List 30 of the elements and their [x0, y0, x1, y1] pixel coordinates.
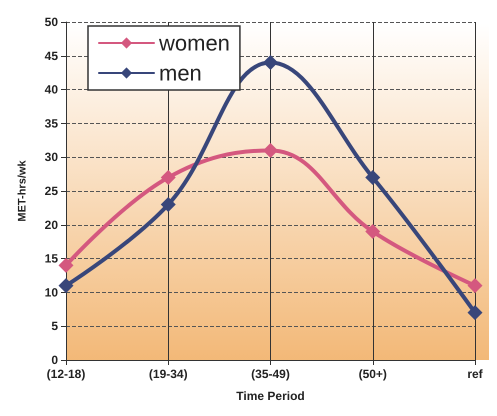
- x-tick-label: (50+): [358, 367, 387, 381]
- y-tick-label: 0: [51, 353, 58, 367]
- x-tick-label: (19-34): [148, 367, 188, 381]
- x-axis-title: Time Period: [236, 389, 305, 403]
- point: [58, 258, 74, 273]
- y-tick-label: 5: [51, 319, 58, 334]
- point: [263, 55, 278, 70]
- point: [160, 170, 176, 185]
- y-tick-label: 10: [44, 285, 58, 300]
- legend-label: women: [158, 30, 230, 56]
- legend-label: men: [159, 60, 202, 86]
- point: [160, 197, 176, 212]
- y-tick-label: 35: [44, 116, 58, 130]
- point: [365, 170, 380, 185]
- x-tick-label: ref: [467, 367, 484, 381]
- point: [365, 224, 380, 240]
- y-tick-label: 30: [44, 150, 58, 164]
- y-tick-label: 40: [44, 82, 58, 97]
- y-tick-label: 50: [44, 15, 58, 29]
- x-tick-label: (35-49): [251, 367, 290, 381]
- y-tick-label: 15: [44, 252, 58, 266]
- point: [58, 278, 74, 294]
- x-tick-label: (12-18): [46, 367, 86, 381]
- point: [468, 305, 482, 320]
- point: [263, 142, 278, 158]
- y-tick-label: 25: [44, 184, 58, 198]
- point: [468, 278, 482, 294]
- y-tick-label: 20: [44, 218, 58, 232]
- y-tick-label: 45: [44, 48, 58, 63]
- y-axis-title: MET-hrs/wk: [16, 160, 28, 222]
